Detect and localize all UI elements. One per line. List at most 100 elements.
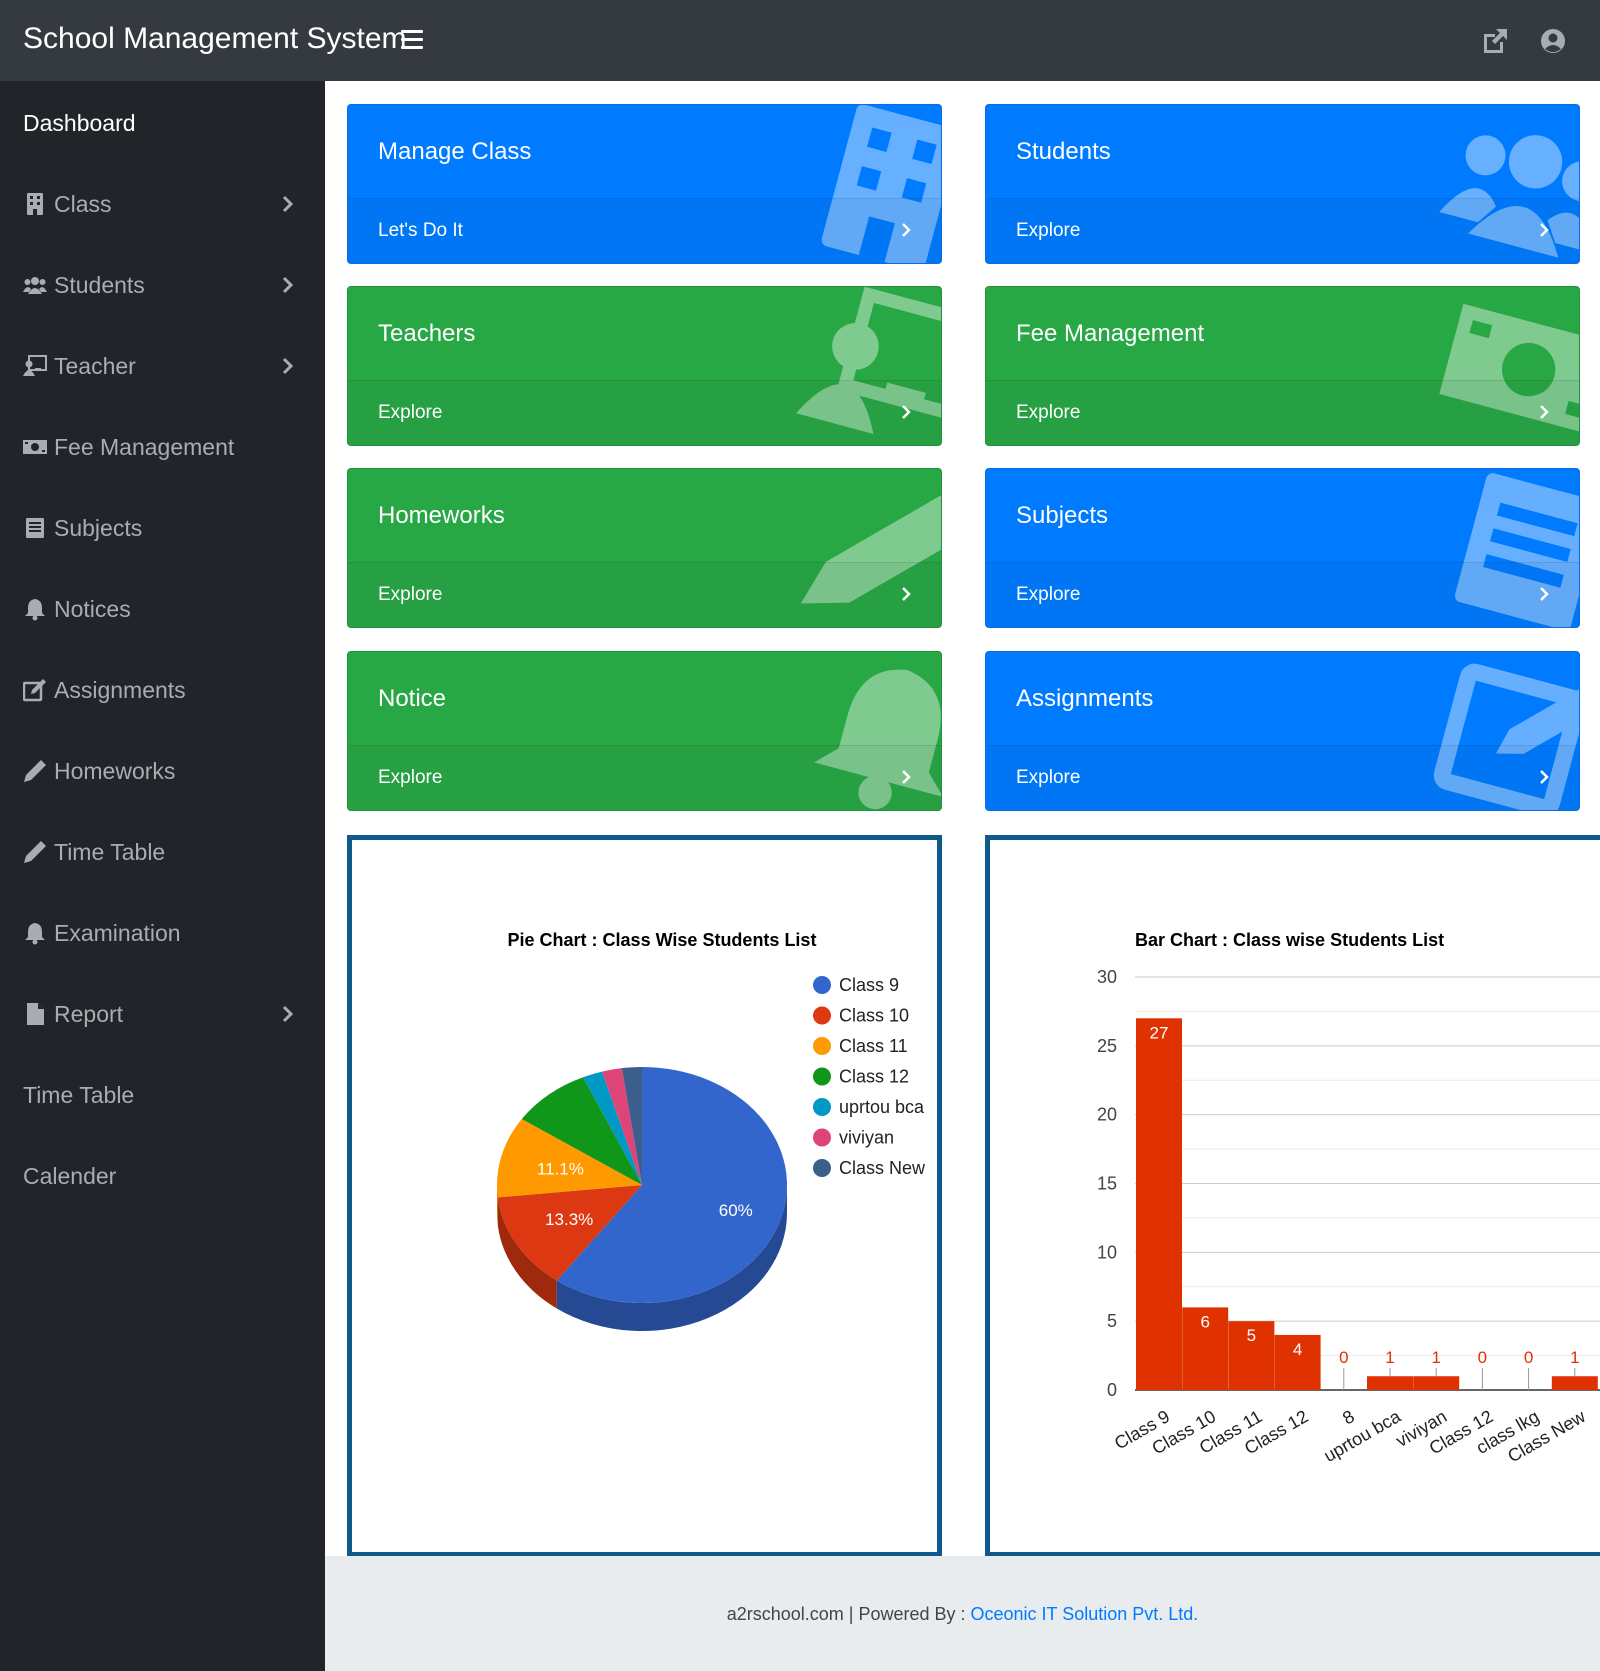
y-tick-label: 30 [1097,967,1117,987]
pie-slice-class-9[interactable] [556,1067,787,1303]
footer: a2rschool.com | Powered By : Oceonic IT … [325,1556,1600,1671]
menu-toggle-icon[interactable] [401,30,423,50]
card-manage-class[interactable]: Manage Class Let's Do It [347,104,942,264]
card-link-text[interactable]: Explore [1016,767,1081,788]
sidebar-item-label: Subjects [54,515,143,541]
sidebar-item-class[interactable]: Class [0,174,325,234]
bar-uprtou-bca[interactable] [1367,1376,1413,1390]
card-fee-management[interactable]: Fee Management Explore [985,286,1580,446]
pencil-icon [800,491,941,604]
bar-value-label: 4 [1293,1340,1302,1359]
money-bill-icon [1439,303,1579,436]
sidebar-item-label: Examination [54,920,181,946]
chevron-right-icon [902,405,911,419]
external-link-icon[interactable] [1480,26,1510,56]
card-notice[interactable]: Notice Explore [347,651,942,811]
bell-icon [25,599,45,621]
app-title[interactable]: School Management System [23,22,407,55]
card-footer-link[interactable]: Explore [348,563,941,627]
sidebar-item-examination[interactable]: Examination [0,903,325,963]
legend-swatch [813,1098,831,1116]
book-icon [26,518,44,538]
chevron-right-icon [1540,405,1549,419]
bar-class-new[interactable] [1551,1376,1598,1390]
sidebar-item-label: Fee Management [54,434,235,460]
pie-chart-title: Pie Chart : Class Wise Students List [508,930,817,950]
card-link-text[interactable]: Explore [378,767,443,788]
sidebar-item-teacher[interactable]: Teacher [0,336,325,396]
card-footer-link[interactable]: Explore [986,199,1579,263]
card-footer-link[interactable]: Explore [348,746,941,810]
card-title: Notice [378,685,447,712]
card-teachers[interactable]: Teachers Explore [347,286,942,446]
card-link-text[interactable]: Explore [378,402,443,423]
bar-chart-panel: Bar Chart : Class wise Students List 0 5 1… [985,835,1600,1557]
sidebar-item-subjects[interactable]: Subjects [0,498,325,558]
sidebar-item-time-table[interactable]: Time Table [0,1065,325,1125]
sidebar-item-assignments[interactable]: Assignments [0,660,325,720]
card-footer-link[interactable]: Explore [348,381,941,445]
card-footer-link[interactable]: Explore [986,563,1579,627]
sidebar-item-label: Calender [23,1163,117,1189]
sidebar-item-dashboard[interactable]: Dashboard [0,93,325,153]
bar-class-9[interactable] [1136,1018,1182,1390]
y-tick-label: 10 [1097,1242,1117,1262]
card-link-text[interactable]: Explore [1016,220,1081,241]
pie-slice-class-11[interactable] [497,1119,642,1198]
card-homeworks[interactable]: Homeworks Explore [347,468,942,628]
money-bill-icon [23,440,47,454]
card-subjects[interactable]: Subjects Explore [985,468,1580,628]
card-students[interactable]: Students Explore [985,104,1580,264]
sidebar-item-time-table[interactable]: Time Table [0,822,325,882]
building-icon [27,193,43,215]
chevron-right-icon [282,195,294,213]
bar-chart-title: Bar Chart : Class wise Students List [1135,930,1444,950]
chevron-right-icon [282,1005,294,1023]
pie-slice-class-new[interactable] [621,1067,642,1185]
card-footer-link[interactable]: Explore [986,381,1579,445]
sidebar-item-label: Class [54,191,112,217]
user-account-icon[interactable] [1538,26,1568,56]
sidebar-item-notices[interactable]: Notices [0,579,325,639]
chevron-right-icon [282,357,294,375]
card-link-text[interactable]: Explore [378,584,443,605]
pie-slice-viviyan[interactable] [602,1068,642,1185]
sidebar-item-homeworks[interactable]: Homeworks [0,741,325,801]
bar-value-label: 0 [1339,1348,1348,1367]
sidebar-item-calender[interactable]: Calender [0,1146,325,1206]
bar-class-11[interactable] [1228,1321,1275,1390]
bar-class-10[interactable] [1182,1307,1229,1390]
bar-class-12[interactable] [1274,1334,1321,1390]
y-tick-label: 0 [1107,1380,1117,1400]
bar-value-label: 5 [1247,1326,1256,1345]
legend-entry[interactable]: Class 9 [839,975,899,995]
legend-entry[interactable]: uprtou bca [839,1097,925,1117]
bar-value-label: 27 [1150,1023,1169,1042]
footer-company-link[interactable]: Oceonic IT Solution Pvt. Ltd. [970,1604,1199,1624]
sidebar-item-students[interactable]: Students [0,255,325,315]
bar-value-label: 1 [1431,1348,1440,1367]
bar-viviyan[interactable] [1413,1376,1460,1390]
pie-slice-class-10[interactable] [497,1185,642,1281]
card-footer-link[interactable]: Let's Do It [348,199,941,263]
card-assignments[interactable]: Assignments Explore [985,651,1580,811]
pencil-icon [24,760,46,782]
card-footer-link[interactable]: Explore [986,746,1579,810]
legend-entry[interactable]: Class 10 [839,1006,909,1026]
pie-slice-class-12[interactable] [521,1077,642,1185]
legend-entry[interactable]: Class 12 [839,1067,909,1087]
legend-entry[interactable]: viviyan [839,1128,894,1148]
card-link-text[interactable]: Explore [1016,584,1081,605]
pencil-icon [24,841,46,863]
sidebar-item-label: Time Table [23,1082,135,1108]
card-title: Subjects [1016,502,1109,529]
legend-entry[interactable]: Class New [839,1158,926,1178]
y-tick-label: 15 [1097,1174,1117,1194]
pie-slice-label: 13.3% [545,1210,593,1229]
sidebar-item-fee-management[interactable]: Fee Management [0,417,325,477]
card-link-text[interactable]: Let's Do It [378,220,463,241]
legend-entry[interactable]: Class 11 [839,1036,908,1056]
sidebar-item-report[interactable]: Report [0,984,325,1044]
card-link-text[interactable]: Explore [1016,402,1081,423]
pie-slice-uprtou-bca[interactable] [583,1071,642,1185]
